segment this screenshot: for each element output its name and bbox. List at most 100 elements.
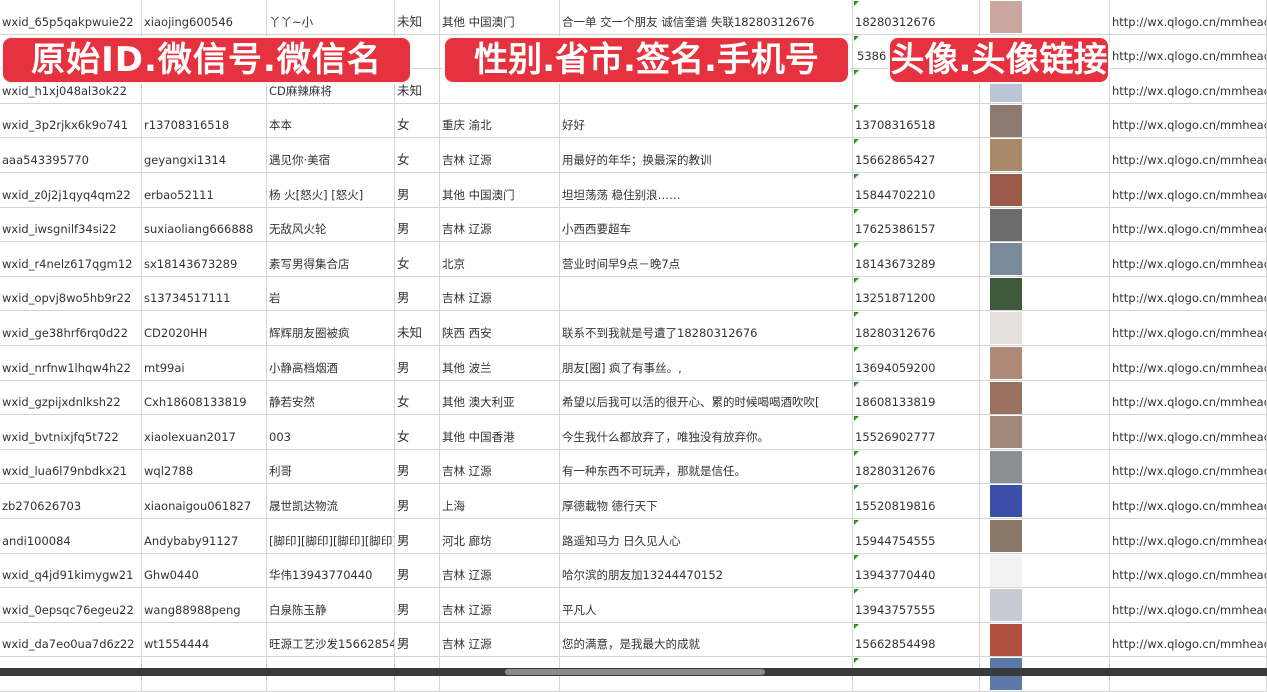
cell-gender[interactable]: 男 — [395, 518, 440, 553]
cell-wechat-id[interactable]: sx18143673289 — [142, 242, 267, 276]
cell-signature[interactable] — [560, 276, 853, 311]
cell-signature[interactable]: 厚德載物 德行天下 — [560, 484, 853, 518]
cell-wechat-id[interactable]: r13708316518 — [142, 103, 267, 138]
cell-phone[interactable]: 13694059200 — [853, 345, 980, 380]
cell-avatar[interactable] — [980, 484, 1110, 518]
cell-wechat-id[interactable]: xiaolexuan2017 — [142, 415, 267, 449]
cell-avatar-link[interactable]: http://wx.qlogo.cn/mmhead — [1110, 276, 1267, 311]
cell-region[interactable]: 吉林 辽源 — [440, 553, 560, 588]
cell-avatar-link[interactable]: http://wx.qlogo.cn/mmhead — [1110, 138, 1267, 172]
cell-gender[interactable]: 男 — [395, 622, 440, 657]
cell-original-id[interactable]: aaa543395770 — [0, 138, 142, 172]
cell-wechat-id[interactable]: Andybaby91127 — [142, 518, 267, 553]
cell-region[interactable]: 其他 澳大利亚 — [440, 380, 560, 415]
cell-gender[interactable]: 未知 — [395, 311, 440, 345]
cell-gender[interactable]: 未知 — [395, 69, 440, 103]
cell-original-id[interactable]: wxid_opvj8wo5hb9r22 — [0, 276, 142, 311]
cell-original-id[interactable]: wxid_da7eo0ua7d6z22 — [0, 622, 142, 657]
cell-avatar[interactable] — [980, 588, 1110, 622]
cell-region[interactable]: 吉林 辽源 — [440, 276, 560, 311]
cell-original-id[interactable]: wxid_z0j2j1qyq4qm22 — [0, 172, 142, 207]
cell-signature[interactable]: 您的满意，是我最大的成就 — [560, 622, 853, 657]
cell-region[interactable]: 河北 廊坊 — [440, 518, 560, 553]
cell-original-id[interactable]: wxid_lua6l79nbdkx21 — [0, 449, 142, 484]
cell-gender[interactable]: 男 — [395, 449, 440, 484]
cell-phone[interactable]: 18280312676 — [853, 311, 980, 345]
cell-wechat-name[interactable]: 岩 — [267, 276, 395, 311]
cell-wechat-name[interactable]: 丫丫~小 — [267, 0, 395, 34]
cell-avatar-link[interactable]: http://wx.qlogo.cn/mmhead — [1110, 103, 1267, 138]
cell-wechat-id[interactable]: mt99ai — [142, 345, 267, 380]
cell-avatar[interactable] — [980, 622, 1110, 657]
cell-wechat-name[interactable]: 静若安然 — [267, 380, 395, 415]
cell-avatar-link[interactable]: http://wx.qlogo.cn/mmhead — [1110, 484, 1267, 518]
cell-gender[interactable]: 未知 — [395, 0, 440, 34]
cell-original-id[interactable]: wxid_65p5qakpwuie22 — [0, 0, 142, 34]
cell-gender[interactable]: 女 — [395, 242, 440, 276]
cell-signature[interactable]: 营业时间早9点－晚7点 — [560, 242, 853, 276]
cell-signature[interactable]: 小西西要超车 — [560, 207, 853, 242]
cell-gender[interactable] — [395, 34, 440, 69]
cell-avatar-link[interactable]: http://wx.qlogo.cn/mmhead — [1110, 415, 1267, 449]
cell-signature[interactable]: 希望以后我可以活的很开心、累的时候喝喝酒吹吹[ — [560, 380, 853, 415]
cell-wechat-name[interactable]: 白泉陈玉静 — [267, 588, 395, 622]
cell-gender[interactable]: 男 — [395, 207, 440, 242]
cell-region[interactable]: 吉林 辽源 — [440, 207, 560, 242]
cell-avatar[interactable] — [980, 345, 1110, 380]
cell-phone[interactable]: 13943757555 — [853, 588, 980, 622]
cell-avatar-link[interactable]: http://wx.qlogo.cn/mmhead — [1110, 207, 1267, 242]
cell-avatar-link[interactable]: http://wx.qlogo.cn/mmhead — [1110, 345, 1267, 380]
cell-wechat-id[interactable]: suxiaoliang666888 — [142, 207, 267, 242]
cell-wechat-id[interactable]: Ghw0440 — [142, 553, 267, 588]
cell-original-id[interactable]: wxid_nrfnw1lhqw4h22 — [0, 345, 142, 380]
cell-wechat-id[interactable]: s13734517111 — [142, 276, 267, 311]
cell-wechat-name[interactable]: CD麻辣麻将 — [267, 69, 395, 103]
cell-original-id[interactable]: wxid_h1xj048al3ok22 — [0, 69, 142, 103]
cell-avatar[interactable] — [980, 553, 1110, 588]
cell-signature[interactable]: 合一单 交一个朋友 诚信奎谱 失联18280312676 — [560, 0, 853, 34]
cell-wechat-id[interactable]: CD2020HH — [142, 311, 267, 345]
cell-original-id[interactable]: wxid_ge38hrf6rq0d22 — [0, 311, 142, 345]
cell-avatar[interactable] — [980, 276, 1110, 311]
cell-signature[interactable]: 哈尔滨的朋友加13244470152 — [560, 553, 853, 588]
cell-original-id[interactable]: zb270626703 — [0, 484, 142, 518]
cell-phone[interactable]: 18280312676 — [853, 0, 980, 34]
cell-phone[interactable]: 17625386157 — [853, 207, 980, 242]
cell-signature[interactable]: 坦坦荡荡 稳住别浪…… — [560, 172, 853, 207]
cell-region[interactable]: 吉林 辽源 — [440, 449, 560, 484]
cell-region[interactable]: 陕西 西安 — [440, 311, 560, 345]
cell-region[interactable]: 其他 中国澳门 — [440, 172, 560, 207]
cell-avatar-link[interactable]: http://wx.qlogo.cn/mmhead — [1110, 622, 1267, 657]
cell-phone[interactable]: 15662854498 — [853, 622, 980, 657]
cell-original-id[interactable]: wxid_iwsgnilf34si22 — [0, 207, 142, 242]
cell-avatar-link[interactable]: http://wx.qlogo.cn/mmhead — [1110, 0, 1267, 34]
cell-region[interactable]: 上海 — [440, 484, 560, 518]
cell-phone[interactable]: 18143673289 — [853, 242, 980, 276]
cell-avatar-link[interactable]: http://wx.qlogo.cn/mmhead — [1110, 380, 1267, 415]
cell-wechat-id[interactable]: xiaonaigou061827 — [142, 484, 267, 518]
cell-gender[interactable]: 男 — [395, 553, 440, 588]
cell-gender[interactable]: 女 — [395, 415, 440, 449]
cell-avatar[interactable] — [980, 172, 1110, 207]
cell-signature[interactable]: 好好 — [560, 103, 853, 138]
cell-avatar[interactable] — [980, 207, 1110, 242]
cell-avatar[interactable] — [980, 311, 1110, 345]
cell-phone[interactable]: 15844702210 — [853, 172, 980, 207]
cell-region[interactable] — [440, 69, 560, 103]
cell-avatar-link[interactable]: http://wx.qlogo.cn/mmhead — [1110, 172, 1267, 207]
cell-region[interactable]: 重庆 渝北 — [440, 103, 560, 138]
cell-avatar[interactable] — [980, 138, 1110, 172]
cell-region[interactable]: 其他 中国香港 — [440, 415, 560, 449]
cell-wechat-name[interactable]: 无敌风火轮 — [267, 207, 395, 242]
cell-region[interactable]: 北京 — [440, 242, 560, 276]
cell-signature[interactable]: 今生我什么都放弃了，唯独没有放弃你。 — [560, 415, 853, 449]
cell-wechat-name[interactable]: 杨 火[怒火] [怒火] — [267, 172, 395, 207]
cell-wechat-name[interactable]: 利哥 — [267, 449, 395, 484]
cell-gender[interactable]: 女 — [395, 103, 440, 138]
cell-avatar-link[interactable]: http://wx.qlogo.cn/mmhead — [1110, 69, 1267, 103]
cell-phone[interactable]: 15662865427 — [853, 138, 980, 172]
cell-avatar-link[interactable]: http://wx.qlogo.cn/mmhead — [1110, 588, 1267, 622]
cell-wechat-name[interactable]: 小静高档烟酒 — [267, 345, 395, 380]
cell-original-id[interactable]: wxid_q4jd91kimygw21 — [0, 553, 142, 588]
cell-avatar-link[interactable]: http://wx.qlogo.cn/mmhead — [1110, 449, 1267, 484]
